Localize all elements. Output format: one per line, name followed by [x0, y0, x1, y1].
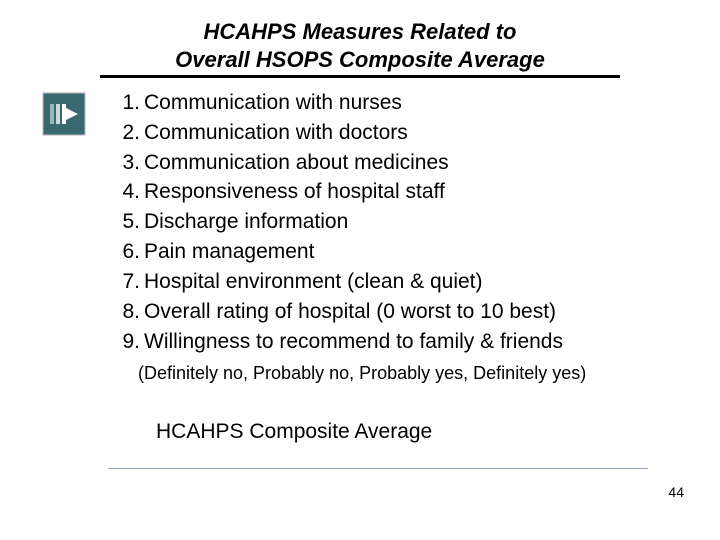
- list-number: 9.: [116, 327, 140, 357]
- list-number: 5.: [116, 207, 140, 237]
- list-text: Discharge information: [144, 210, 348, 233]
- list-text: Pain management: [144, 240, 314, 263]
- list-text: Hospital environment (clean & quiet): [144, 270, 483, 293]
- list-number: 8.: [116, 297, 140, 327]
- list-number: 4.: [116, 177, 140, 207]
- list-number: 7.: [116, 267, 140, 297]
- list-item: 9.Willingness to recommend to family & f…: [116, 327, 563, 357]
- list-item: 6.Pain management: [116, 237, 563, 267]
- list-item: 1.Communication with nurses: [116, 88, 563, 118]
- list-number: 6.: [116, 237, 140, 267]
- list-number: 1.: [116, 88, 140, 118]
- scale-note: (Definitely no, Probably no, Probably ye…: [138, 363, 586, 384]
- list-number: 3.: [116, 148, 140, 178]
- list-text: Responsiveness of hospital staff: [144, 180, 445, 203]
- list-item: 8.Overall rating of hospital (0 worst to…: [116, 297, 563, 327]
- list-item: 4.Responsiveness of hospital staff: [116, 177, 563, 207]
- footer-label: HCAHPS Composite Average: [156, 420, 432, 444]
- footer-rule: [108, 468, 648, 469]
- list-item: 3.Communication about medicines: [116, 148, 563, 178]
- title-underline: [100, 75, 620, 78]
- title-line-1: HCAHPS Measures Related to: [100, 18, 620, 46]
- measures-list: 1.Communication with nurses 2.Communicat…: [116, 88, 563, 356]
- slide-title: HCAHPS Measures Related to Overall HSOPS…: [100, 0, 620, 78]
- list-text: Willingness to recommend to family & fri…: [144, 330, 563, 353]
- list-item: 2.Communication with doctors: [116, 118, 563, 148]
- list-text: Overall rating of hospital (0 worst to 1…: [144, 300, 556, 323]
- list-text: Communication about medicines: [144, 151, 449, 174]
- list-text: Communication with nurses: [144, 91, 402, 114]
- arrow-right-icon: [42, 92, 86, 136]
- list-item: 5.Discharge information: [116, 207, 563, 237]
- list-text: Communication with doctors: [144, 121, 408, 144]
- page-number: 44: [668, 484, 684, 500]
- list-number: 2.: [116, 118, 140, 148]
- list-item: 7.Hospital environment (clean & quiet): [116, 267, 563, 297]
- title-line-2: Overall HSOPS Composite Average: [100, 46, 620, 74]
